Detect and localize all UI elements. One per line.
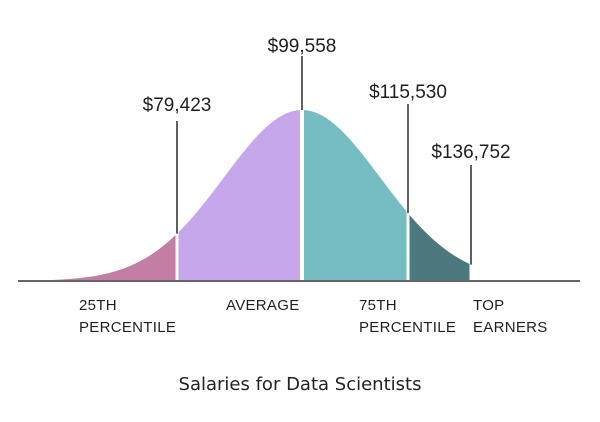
- segment-divider-3: [406, 211, 410, 281]
- marker-value-2: $99,558: [268, 36, 337, 57]
- value-markers: $79,423 $99,558 $115,530 $136,752: [143, 36, 511, 265]
- category-labels: 25TH PERCENTILE AVERAGE 75TH PERCENTILE TOP EA…: [79, 297, 548, 336]
- segment-divider-2: [300, 108, 304, 281]
- category-label-2: AVERAGE: [226, 297, 300, 314]
- marker-value-4: $136,752: [431, 142, 510, 163]
- curve-areas: [18, 110, 471, 281]
- category-label-4: TOP EARNERS: [473, 297, 548, 336]
- chart-title: Salaries for Data Scientists: [179, 374, 422, 395]
- segment-divider-4: [469, 262, 473, 281]
- segment-area-1: [18, 233, 177, 281]
- segment-area-3: [302, 110, 408, 281]
- marker-value-3: $115,530: [369, 82, 447, 103]
- segment-divider-1: [175, 231, 179, 281]
- segment-area-4: [408, 213, 471, 281]
- category-label-3: 75TH PERCENTILE: [359, 297, 456, 336]
- segment-dividers: [175, 108, 473, 281]
- segment-area-2: [177, 110, 302, 281]
- category-label-1: 25TH PERCENTILE: [79, 297, 176, 336]
- marker-value-1: $79,423: [143, 95, 212, 116]
